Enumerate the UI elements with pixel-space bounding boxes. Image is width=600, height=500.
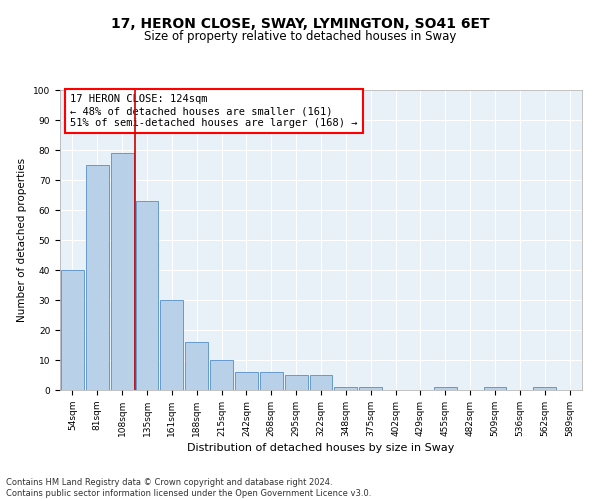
Bar — [235, 372, 258, 390]
Text: 17, HERON CLOSE, SWAY, LYMINGTON, SO41 6ET: 17, HERON CLOSE, SWAY, LYMINGTON, SO41 6… — [110, 18, 490, 32]
X-axis label: Distribution of detached houses by size in Sway: Distribution of detached houses by size … — [187, 443, 455, 453]
Text: 17 HERON CLOSE: 124sqm
← 48% of detached houses are smaller (161)
51% of semi-de: 17 HERON CLOSE: 124sqm ← 48% of detached… — [70, 94, 358, 128]
Bar — [111, 153, 134, 390]
Bar — [310, 375, 332, 390]
Bar — [359, 387, 382, 390]
Bar — [210, 360, 233, 390]
Bar — [434, 387, 457, 390]
Text: Contains HM Land Registry data © Crown copyright and database right 2024.
Contai: Contains HM Land Registry data © Crown c… — [6, 478, 371, 498]
Bar — [86, 165, 109, 390]
Bar — [185, 342, 208, 390]
Y-axis label: Number of detached properties: Number of detached properties — [17, 158, 28, 322]
Bar — [61, 270, 84, 390]
Bar — [533, 387, 556, 390]
Bar — [160, 300, 183, 390]
Bar — [136, 201, 158, 390]
Text: Size of property relative to detached houses in Sway: Size of property relative to detached ho… — [144, 30, 456, 43]
Bar — [260, 372, 283, 390]
Bar — [484, 387, 506, 390]
Bar — [285, 375, 308, 390]
Bar — [334, 387, 357, 390]
